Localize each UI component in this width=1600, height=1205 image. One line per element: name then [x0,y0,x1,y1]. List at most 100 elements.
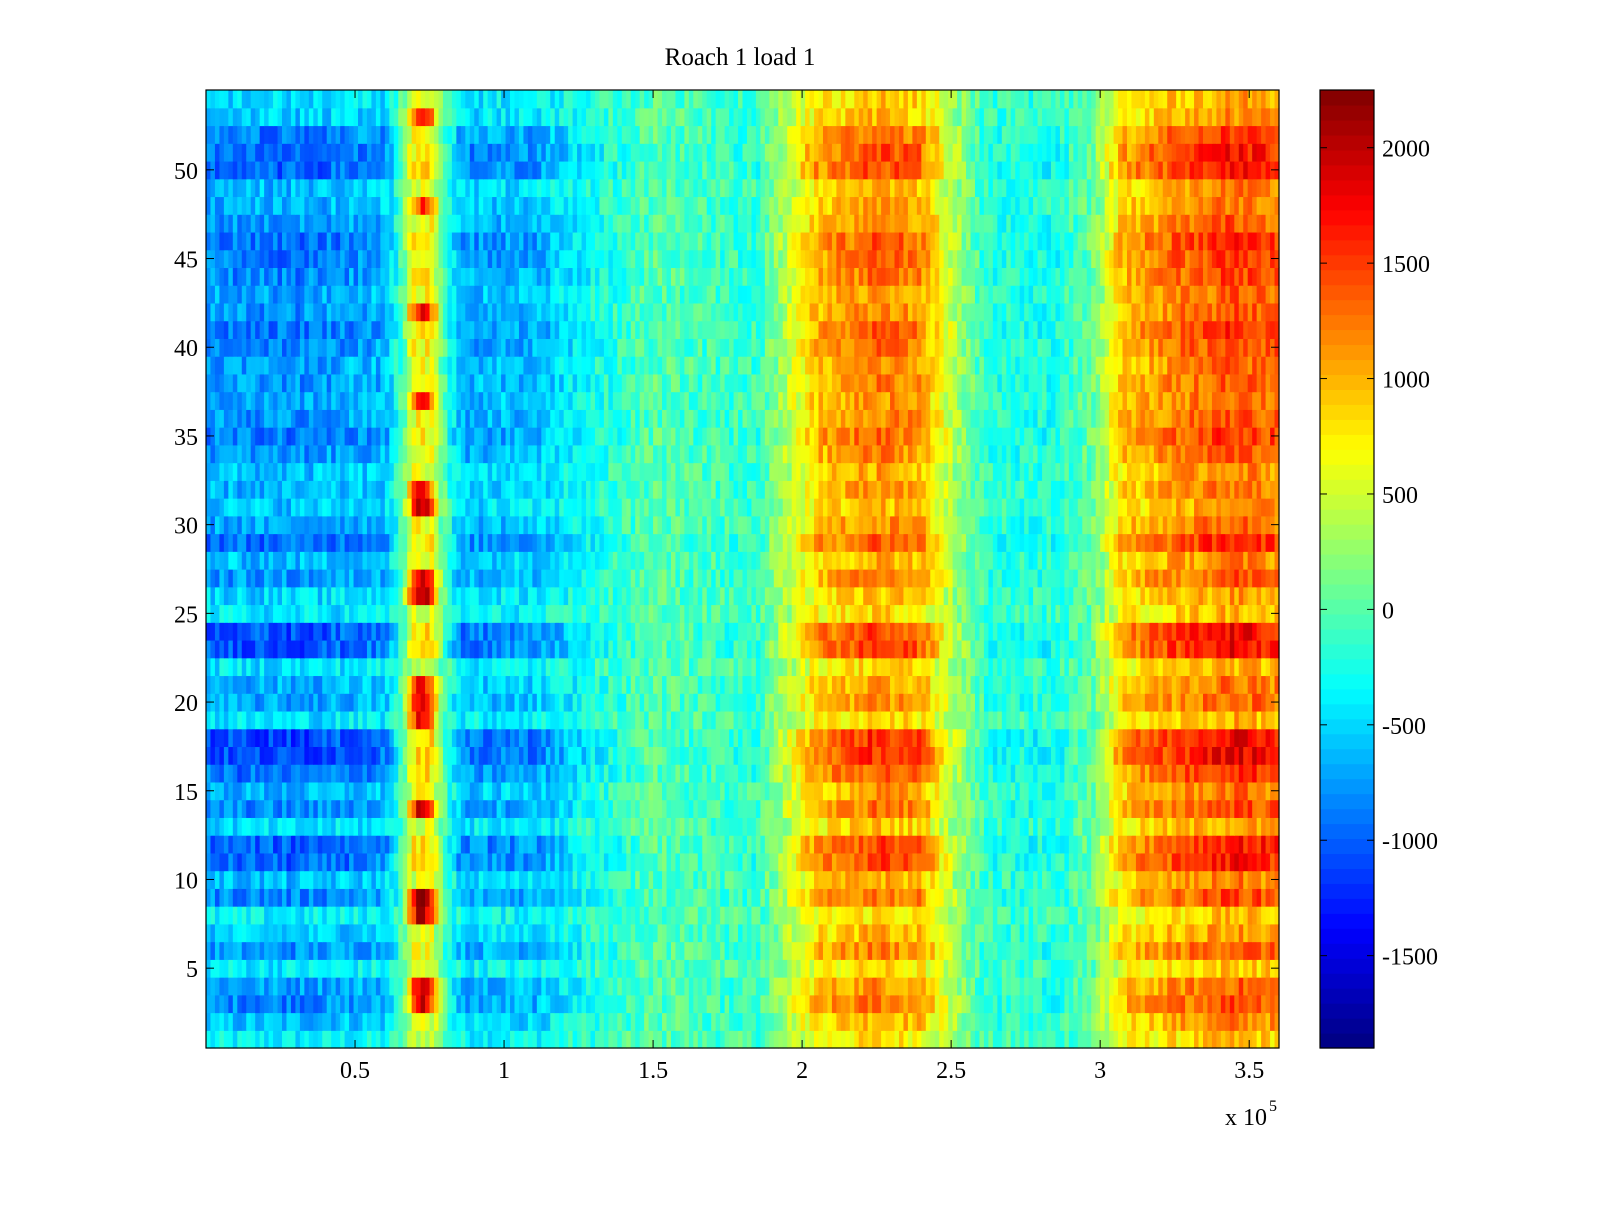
heatmap-cell [796,852,802,872]
heatmap-cell [952,693,958,712]
heatmap-cell [912,870,918,889]
heatmap-cell [411,693,417,712]
heatmap-cell [581,994,587,1014]
heatmap-cell [259,870,265,889]
heatmap-cell [1234,959,1240,978]
heatmap-cell [1162,693,1168,712]
heatmap-cell [1118,977,1124,996]
heatmap-cell [1234,994,1240,1014]
heatmap-cell [1037,977,1043,996]
heatmap-cell [836,977,842,996]
heatmap-cell [286,728,292,748]
heatmap-cell [223,728,229,748]
heatmap-cell [814,977,820,996]
heatmap-cell [948,1030,954,1049]
heatmap-cell [214,675,221,694]
heatmap-cell [876,1030,882,1049]
heatmap-cell [621,994,627,1014]
heatmap-cell [210,977,216,996]
heatmap-cell [1077,852,1083,872]
heatmap-cell [966,888,972,907]
heatmap-cell [268,693,274,712]
heatmap-cell [697,1012,703,1031]
heatmap-cell [809,710,815,730]
heatmap-cell [429,994,435,1014]
heatmap-cell [684,710,690,730]
heatmap-cell [1028,817,1034,836]
heatmap-cell [818,764,824,783]
heatmap-cell [250,888,256,907]
heatmap-cell [1042,746,1048,765]
heatmap-cell [483,959,489,978]
heatmap-cell [916,906,922,925]
heatmap-cell [1185,1012,1191,1031]
heatmap-cell [1243,710,1249,730]
heatmap-cell [1046,941,1052,960]
heatmap-cell [876,799,882,818]
heatmap-cell [773,888,779,907]
heatmap-cell [822,906,829,925]
heatmap-cell [648,799,654,818]
heatmap-cell [362,923,368,943]
heatmap-cell [1118,852,1124,872]
heatmap-cell [429,693,435,712]
heatmap-cell [872,977,878,996]
heatmap-cell [456,994,462,1014]
heatmap-cell [518,888,525,907]
heatmap-cell [603,923,609,943]
heatmap-cell [335,693,341,712]
heatmap-cell [822,693,829,712]
heatmap-cell [344,906,350,925]
heatmap-cell [1220,817,1226,836]
heatmap-cell [550,906,556,925]
heatmap-cell [773,728,779,748]
heatmap-cell [299,693,305,712]
heatmap-cell [666,906,672,925]
heatmap-cell [827,852,833,872]
heatmap-cell [635,764,641,783]
heatmap-cell [1207,994,1213,1014]
heatmap-cell [255,888,261,907]
heatmap-cell [317,977,323,996]
heatmap-cell [1265,888,1271,907]
heatmap-cell [1001,1030,1007,1049]
heatmap-cell [599,835,605,854]
heatmap-cell [474,1030,480,1049]
heatmap-cell [304,675,310,694]
heatmap-cell [952,941,958,960]
heatmap-cell [268,746,274,765]
heatmap-cell [733,977,739,996]
heatmap-cell [679,852,685,872]
heatmap-cell [1153,817,1159,836]
heatmap-cell [1068,959,1074,978]
heatmap-cell [827,959,833,978]
heatmap-cell [675,941,681,960]
heatmap-cell [349,764,355,783]
heatmap-cell [331,923,337,943]
heatmap-cell [814,941,820,960]
heatmap-cell [1095,835,1101,854]
heatmap-cell [353,870,359,889]
heatmap-cell [250,923,256,943]
heatmap-cell [1274,923,1280,943]
heatmap-cell [273,941,279,960]
heatmap-cell [264,835,270,854]
heatmap-cell [814,675,820,694]
heatmap-cell [1077,1030,1083,1049]
heatmap-cell [536,941,542,960]
heatmap-cell [434,835,440,854]
heatmap-cell [822,994,829,1014]
heatmap-cell [921,870,927,889]
heatmap-cell [1055,817,1061,836]
heatmap-cell [1203,888,1209,907]
heatmap-cell [952,728,958,748]
heatmap-cell [1265,941,1271,960]
heatmap-cell [952,746,958,765]
heatmap-cell [1042,1030,1048,1049]
heatmap-cell [590,870,596,889]
heatmap-cell [809,852,815,872]
heatmap-cell [223,906,229,925]
heatmap-cell [1046,906,1052,925]
heatmap-cell [782,817,788,836]
heatmap-cell [653,977,659,996]
